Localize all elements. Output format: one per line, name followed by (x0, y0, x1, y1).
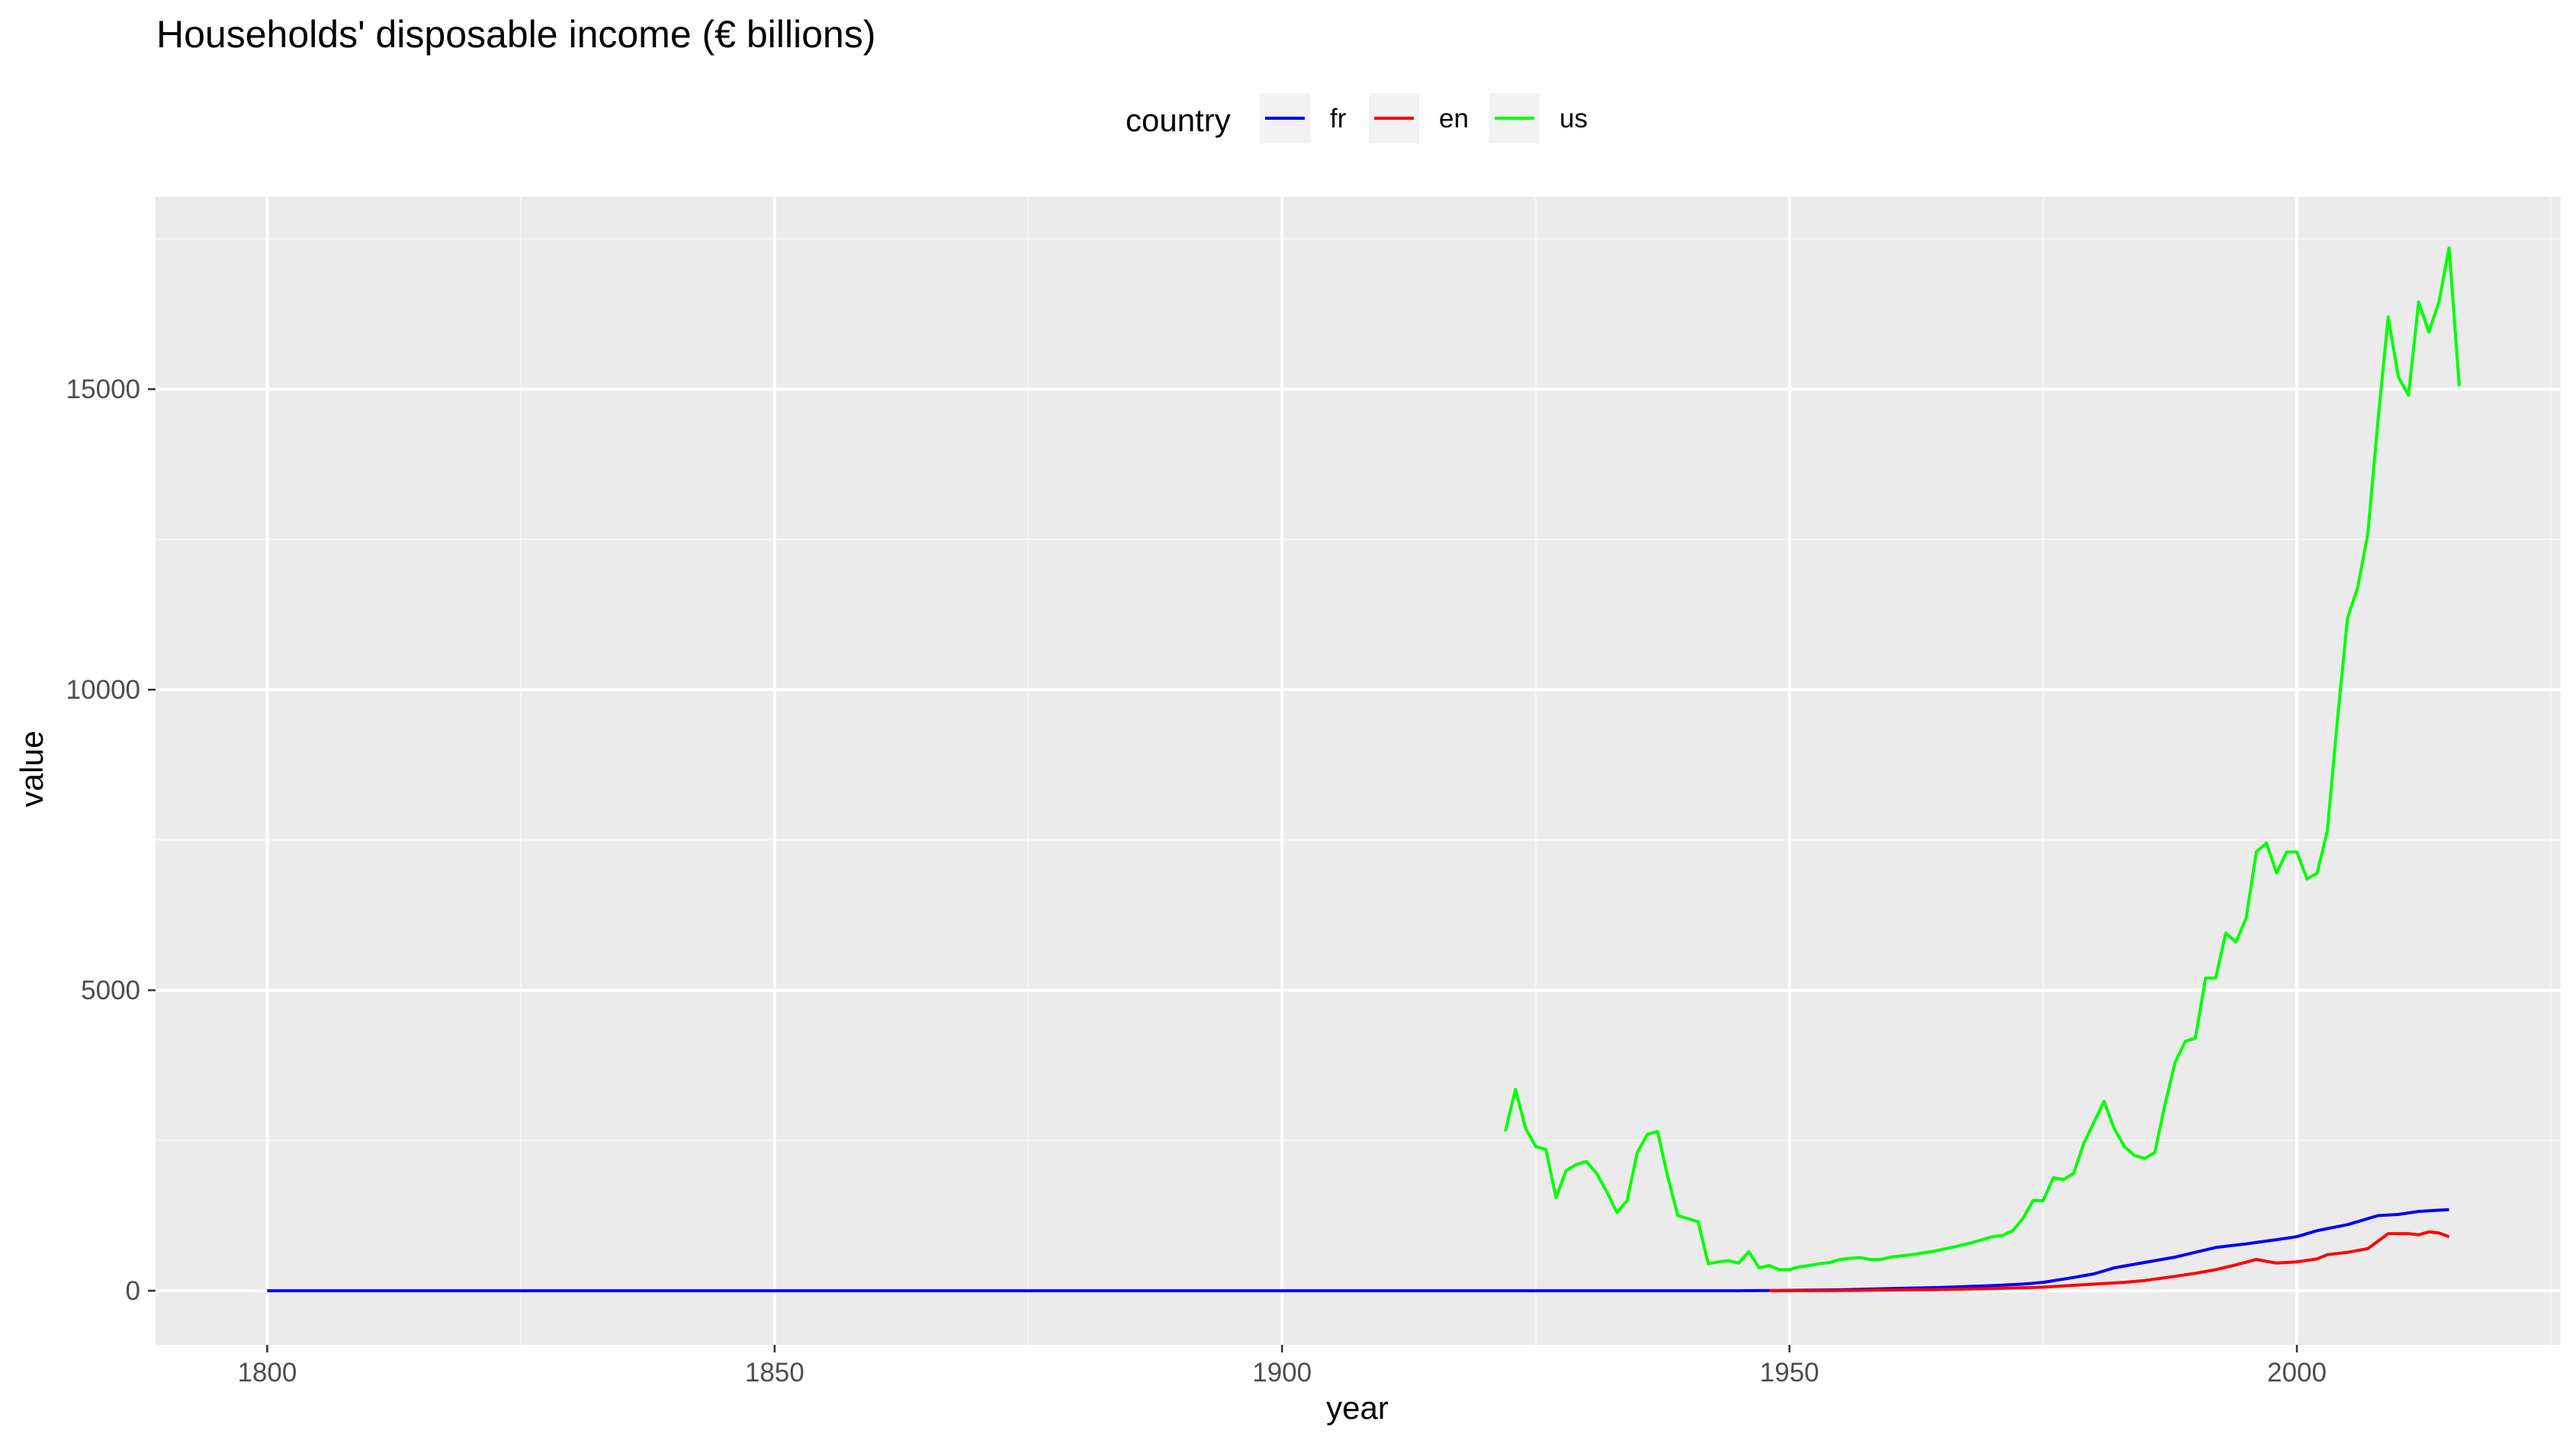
y-tick-label: 0 (126, 1276, 140, 1306)
legend-label-fr: fr (1330, 104, 1347, 133)
legend: country fr en us (1126, 93, 1588, 143)
y-tick-label: 10000 (66, 675, 140, 705)
x-tick-label: 1950 (1760, 1358, 1820, 1388)
series-line-us (1504, 246, 2461, 1272)
legend-label-en: en (1439, 104, 1469, 133)
series-line-en (1768, 1230, 2450, 1293)
x-axis-title: year (1326, 1390, 1389, 1426)
series-lines (267, 246, 2461, 1293)
x-tick-label: 1900 (1252, 1358, 1312, 1388)
x-tick-label: 2000 (2267, 1358, 2327, 1388)
plot-panel (156, 197, 2561, 1345)
y-tick-label: 5000 (81, 976, 140, 1005)
y-tick-label: 15000 (66, 375, 140, 404)
legend-title: country (1126, 102, 1231, 138)
chart-title: Households' disposable income (€ billion… (156, 13, 875, 56)
x-tick-label: 1850 (745, 1358, 805, 1388)
axis-ticks: 1800 1850 1900 1950 2000 0 5000 10000 15000 (66, 375, 2327, 1388)
y-axis-title: value (14, 731, 50, 807)
x-tick-label: 1800 (237, 1358, 297, 1388)
legend-label-us: us (1559, 104, 1588, 133)
